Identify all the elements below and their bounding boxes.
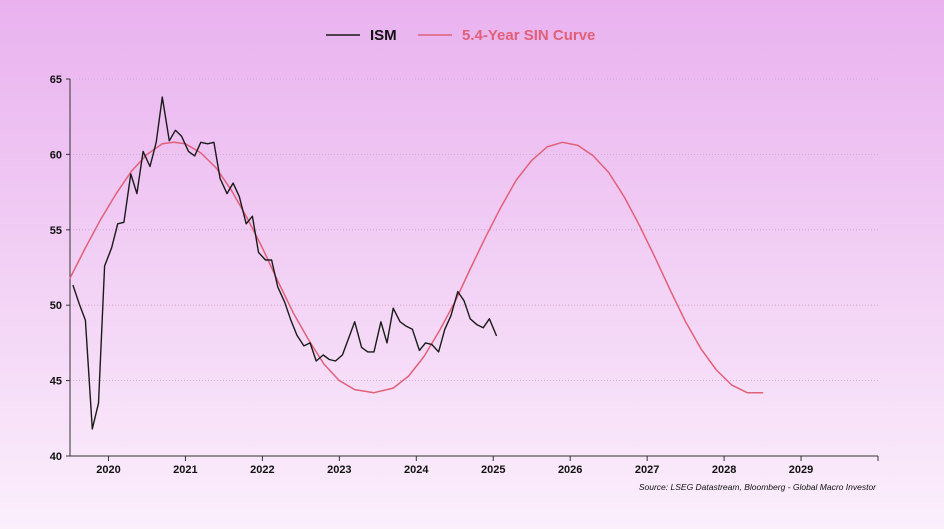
x-tick-label: 2023 [327,464,351,476]
y-tick-label: 50 [50,300,62,312]
sin-curve-series-line [69,141,764,394]
x-tick-label: 2020 [96,464,120,476]
series-layer [69,96,764,430]
x-axis: 2020 2021 2022 2023 2024 2025 2026 2027 2028 2029 [70,455,879,476]
grid-lines [70,78,878,382]
y-tick-label: 40 [50,451,62,463]
ism-series-line [72,96,497,430]
x-tick-label: 2027 [635,464,659,476]
y-tick-label: 45 [50,376,62,388]
source-note: Source: LSEG Datastream, Bloomberg - Glo… [639,482,877,492]
x-tick-label: 2024 [404,464,429,476]
y-axis: 40 45 50 55 60 65 [50,74,71,463]
x-tick-label: 2029 [789,464,813,476]
x-tick-label: 2021 [173,464,197,476]
legend-label-ism: ISM [370,27,397,44]
y-tick-label: 55 [50,225,62,237]
x-tick-label: 2025 [481,464,505,476]
x-tick-label: 2022 [250,464,274,476]
y-tick-label: 60 [50,149,62,161]
y-tick-label: 65 [50,74,62,86]
legend-label-sin: 5.4-Year SIN Curve [462,27,595,44]
x-tick-label: 2028 [712,464,736,476]
x-tick-label: 2026 [558,464,582,476]
legend: ISM 5.4-Year SIN Curve [326,27,595,44]
